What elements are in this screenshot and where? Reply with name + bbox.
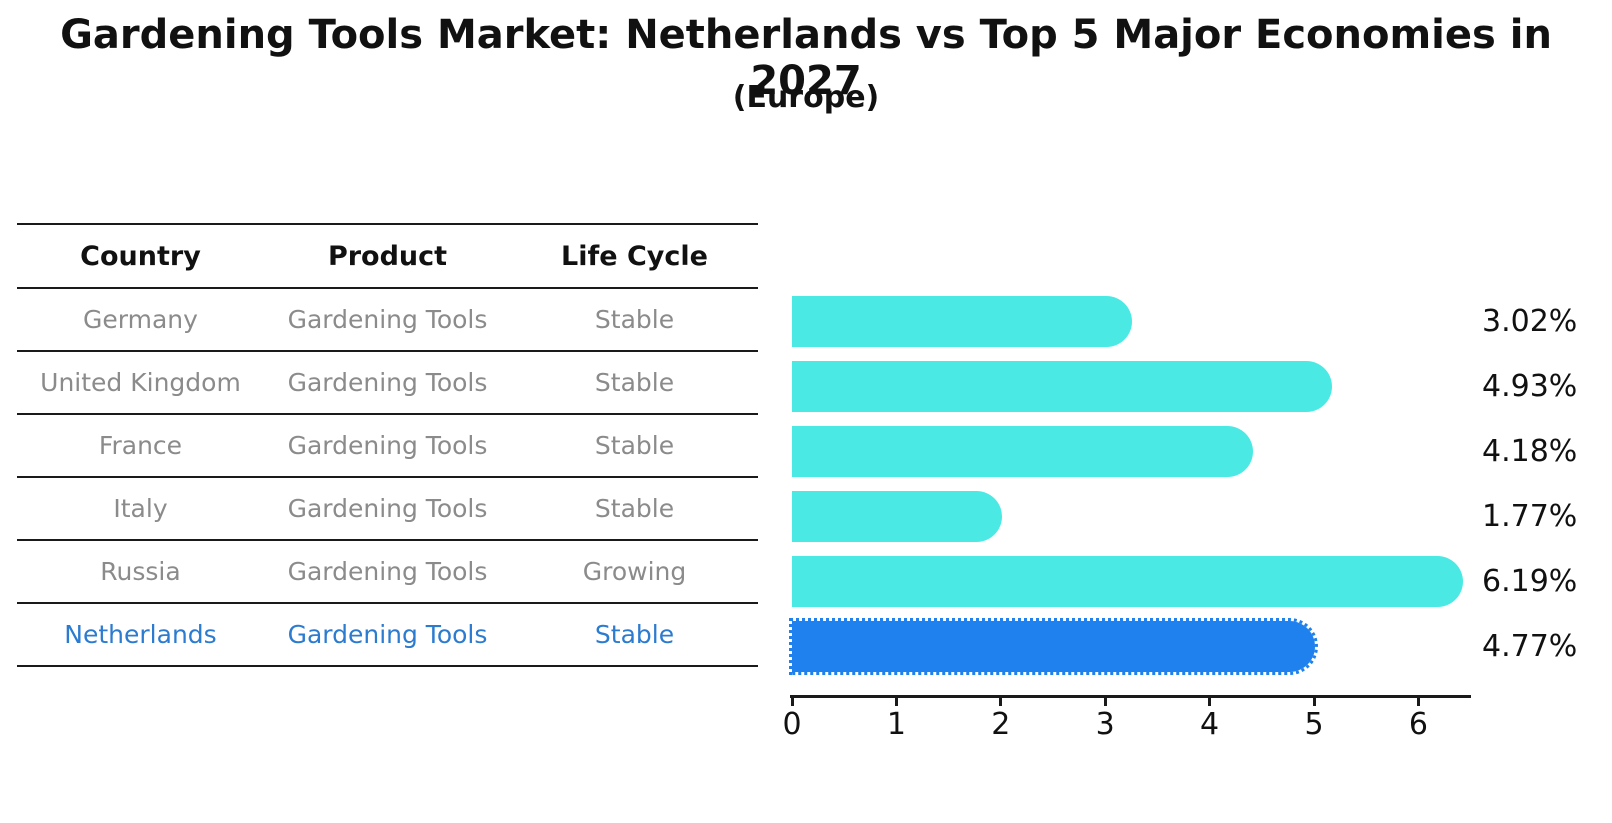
country-cell: Netherlands [64, 620, 217, 649]
x-axis-tick-1 [894, 698, 898, 706]
table-row-netherlands: Netherlands Gardening Tools Stable [17, 604, 758, 667]
x-axis-tick-label: 6 [1408, 707, 1428, 742]
table-row-germany: Germany Gardening Tools Stable [17, 289, 758, 352]
x-axis-tick-3 [1103, 698, 1107, 706]
lifecycle-cell: Stable [594, 494, 675, 523]
value-label-netherlands: 4.77% [1482, 629, 1578, 664]
lifecycle-cell: Stable [594, 305, 675, 334]
bar-russia [792, 556, 1464, 607]
product-cell: Gardening Tools [287, 494, 488, 523]
product-cell: Gardening Tools [287, 431, 488, 460]
lifecycle-cell: Stable [594, 368, 675, 397]
chart-title: Gardening Tools Market: Netherlands vs T… [60, 12, 1552, 104]
x-axis-tick-0 [790, 698, 794, 706]
value-label-united-kingdom: 4.93% [1482, 369, 1578, 404]
value-label-france: 4.18% [1482, 434, 1578, 469]
value-label-italy: 1.77% [1482, 499, 1578, 534]
x-axis-tick-label: 3 [1095, 707, 1115, 742]
x-axis-tick-label: 2 [991, 707, 1011, 742]
value-label-germany: 3.02% [1482, 304, 1578, 339]
table-row-italy: Italy Gardening Tools Stable [17, 478, 758, 541]
country-cell: Italy [113, 494, 168, 523]
table-row-france: France Gardening Tools Stable [17, 415, 758, 478]
lifecycle-cell: Stable [594, 431, 675, 460]
x-axis-line [790, 695, 1471, 698]
bar-germany [792, 296, 1133, 347]
product-cell: Gardening Tools [287, 557, 488, 586]
column-header-country: Country [80, 240, 201, 272]
table-row-united-kingdom: United Kingdom Gardening Tools Stable [17, 352, 758, 415]
table-header-row: Country Product Life Cycle [17, 225, 758, 289]
x-axis-tick-6 [1416, 698, 1420, 706]
bar-netherlands [789, 618, 1318, 675]
country-cell: France [98, 431, 183, 460]
bar-italy [792, 491, 1002, 542]
country-cell: Germany [83, 305, 198, 334]
x-axis-tick-4 [1208, 698, 1212, 706]
country-cell: United Kingdom [40, 368, 241, 397]
value-label-russia: 6.19% [1482, 564, 1578, 599]
x-axis-tick-label: 1 [886, 707, 906, 742]
table-row-russia: Russia Gardening Tools Growing [17, 541, 758, 604]
bar-france [792, 426, 1254, 477]
column-header-lifecycle: Life Cycle [561, 240, 708, 272]
product-cell: Gardening Tools [287, 368, 488, 397]
lifecycle-cell: Stable [594, 620, 675, 649]
country-cell: Russia [100, 557, 181, 586]
bar-united-kingdom [792, 361, 1332, 412]
x-axis-tick-label: 5 [1304, 707, 1324, 742]
product-cell: Gardening Tools [287, 620, 488, 649]
x-axis-tick-label: 0 [782, 707, 802, 742]
country-table: Country Product Life Cycle Germany Garde… [17, 223, 758, 667]
x-axis-tick-2 [999, 698, 1003, 706]
x-axis-tick-label: 4 [1200, 707, 1220, 742]
chart-subtitle: (Europe) [732, 80, 880, 115]
product-cell: Gardening Tools [287, 305, 488, 334]
lifecycle-cell: Growing [582, 557, 687, 586]
x-axis-tick-5 [1312, 698, 1316, 706]
column-header-product: Product [327, 240, 448, 272]
